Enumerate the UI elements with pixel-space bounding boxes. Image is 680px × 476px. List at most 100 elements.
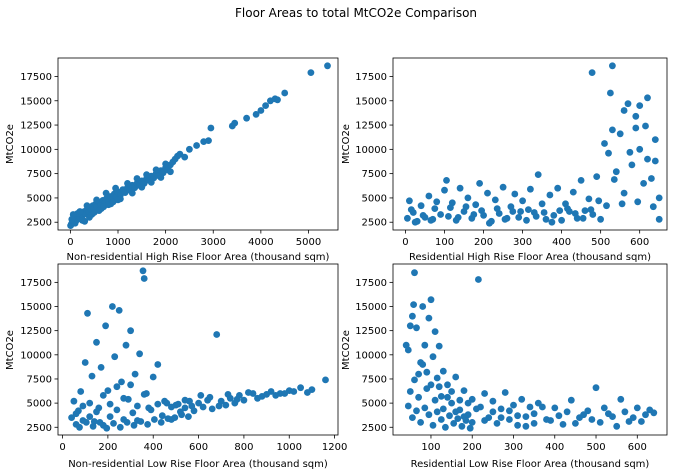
scatter-point [222,401,230,409]
scatter-point [274,96,281,104]
x-tick-label: 800 [234,442,253,453]
scatter-point [551,404,559,412]
scatter-point [534,171,542,179]
scatter-point [240,396,248,404]
scatter-point [447,204,454,212]
scatter-point [501,215,509,223]
scatter-point [197,392,205,399]
scatter-point [460,387,468,394]
scatter-point [433,198,441,206]
scatter-point [407,206,415,214]
scatter-point [213,331,221,338]
y-tick-label: 10000 [20,350,52,361]
scatter-point [612,168,620,176]
y-tick-label: 2500 [362,423,387,434]
scatter-point [569,188,577,196]
scatter-point [651,157,659,165]
scatter-point [655,215,663,223]
x-tick-label: 2000 [153,237,178,248]
scatter-point [532,213,540,220]
x-tick-label: 400 [545,442,564,453]
scatter-point [96,419,104,426]
scatter-point [651,136,659,144]
scatter-point [406,197,413,205]
scatter-points [402,269,658,432]
scatter-point [171,414,179,421]
scatter-point [493,205,501,213]
scatter-point [514,412,521,420]
y-tick-label: 5000 [27,193,52,204]
scatter-point [138,183,146,191]
scatter-point [154,361,162,368]
scatter-point [446,412,453,420]
scatter-point [231,119,239,127]
scatter-point [633,404,641,412]
scatter-point [514,421,521,429]
scatter-point [616,130,624,138]
scatter-point [111,353,119,361]
scatter-point [456,396,464,404]
scatter-point [644,155,651,163]
scatter-point [158,412,166,420]
y-tick-label: 17500 [20,278,52,289]
scatter-point [519,197,526,205]
scatter-point [617,395,625,403]
scatter-point [462,203,470,211]
x-tick-label: 1000 [277,442,302,453]
scatter-point [417,202,425,210]
scatter-point [539,403,546,411]
scatter-point [404,214,411,222]
scatter-point [93,196,100,204]
y-axis-label: MtCO2e [341,330,352,370]
scatter-point [506,407,513,415]
scatter-point [472,201,480,209]
plot-frame [392,263,668,436]
scatter-point [454,214,462,221]
y-tick-label: 17500 [355,72,387,83]
scatter-point [113,406,121,414]
plot-frame [392,57,668,231]
scatter-point [475,276,482,283]
x-tick-label: 0 [67,237,73,248]
x-tick-label: 4000 [248,237,273,248]
scatter-point [555,412,563,420]
scatter-point [113,383,121,391]
scatter-point [290,388,298,395]
scatter-point [581,207,589,215]
scatter-point [454,415,462,422]
scatter-point [497,414,505,421]
scatter-point [629,414,637,421]
scatter-point [168,403,175,411]
scatter-point [613,422,621,430]
scatter-point [411,218,419,226]
y-tick-label: 10000 [355,145,387,156]
scatter-point [550,212,558,219]
x-tick-label: 0 [59,442,65,453]
scatter-point [140,391,148,398]
scatter-point [501,389,509,396]
scatter-point [443,177,450,184]
scatter-point [425,411,433,419]
scatter-point [410,301,417,308]
scatter-point [215,402,223,410]
scatter-point [324,62,331,70]
scatter-point [530,410,538,418]
scatter-point [185,413,192,420]
scatter-point [600,404,608,412]
scatter-point [429,353,437,361]
scatter-point [102,189,110,197]
scatter-point [140,275,148,282]
scatter-point [322,376,329,384]
scatter-point [181,153,189,161]
scatter-point [442,423,449,431]
scatter-point [478,207,485,215]
figure-title: Floor Areas to total MtCO2e Comparison [235,6,477,20]
x-tick-label: 300 [504,442,523,453]
scatter-point [603,202,610,210]
scatter-point [144,421,152,428]
plot-frame [57,263,339,436]
scatter-point [597,215,604,223]
scatter-point [130,421,138,429]
scatter-point [76,423,83,431]
y-tick-label: 2500 [27,218,52,229]
